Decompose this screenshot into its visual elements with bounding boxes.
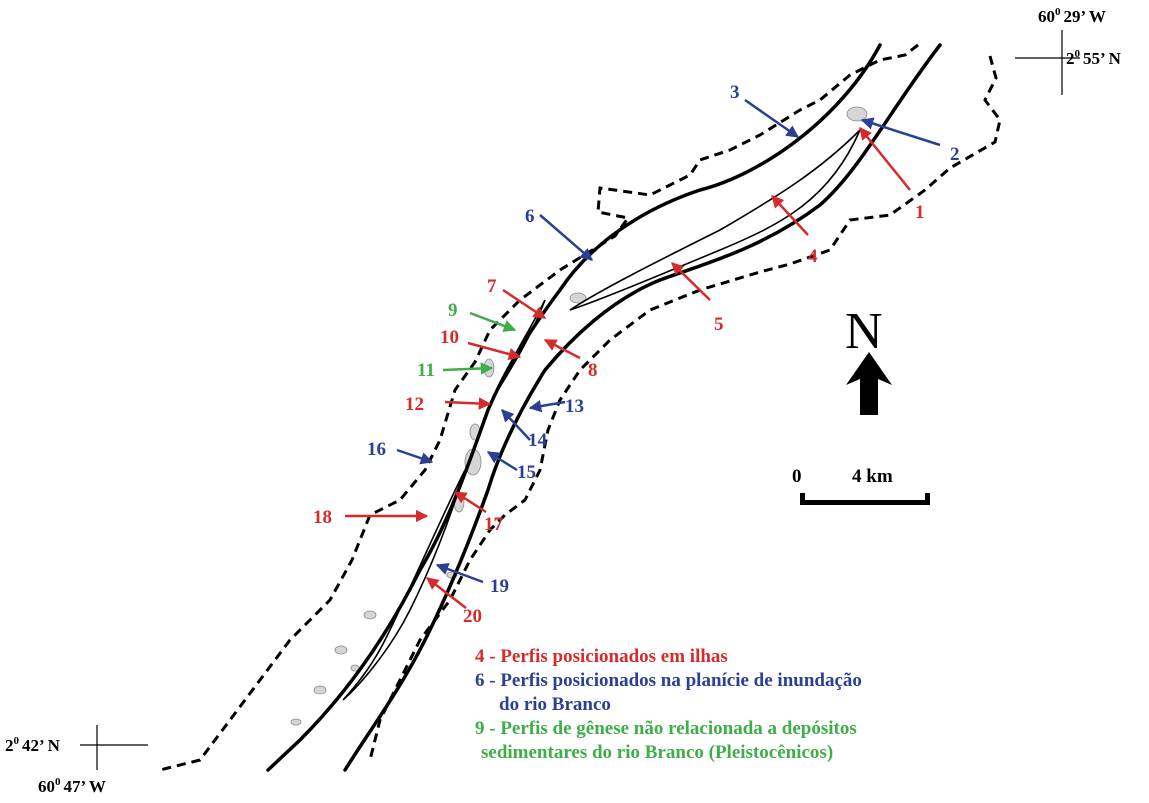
profile-label-6: 6 <box>525 206 535 227</box>
profile-arrow-4 <box>771 195 809 236</box>
legend-island-profiles: 4 - Perfis posicionados em ilhas <box>475 646 728 667</box>
profile-label-16: 16 <box>367 439 386 460</box>
floodplain-boundary-southeast <box>159 43 919 772</box>
coordinate-crosshair-sw <box>80 725 148 770</box>
sand-bar <box>290 718 302 726</box>
scale-start-label: 0 <box>792 466 802 487</box>
profile-label-10: 10 <box>440 327 459 348</box>
profile-label-17: 17 <box>484 514 504 535</box>
profile-arrow-13 <box>528 399 566 413</box>
legend-pleistocene-profiles: 9 - Perfis de gênese não relacionada a d… <box>475 718 857 739</box>
north-arrow-icon <box>846 352 892 415</box>
floodplain-boundary <box>159 43 1002 772</box>
profile-arrow-19 <box>435 563 484 584</box>
profile-arrow-10 <box>467 341 522 361</box>
profile-arrow-16 <box>396 448 434 465</box>
profile-arrow-17 <box>453 490 487 514</box>
profile-label-14: 14 <box>528 430 548 451</box>
profile-arrow-14 <box>501 409 531 441</box>
profile-label-13: 13 <box>565 396 584 417</box>
profile-label-5: 5 <box>714 314 724 335</box>
profile-arrow-12 <box>444 397 492 410</box>
sand-bar <box>569 292 587 304</box>
legend-floodplain-profiles-cont: do rio Branco <box>499 694 611 715</box>
scale-bar: 0 4 km <box>792 466 930 505</box>
profile-arrow-3 <box>744 98 800 139</box>
profile-arrow-7 <box>502 288 547 320</box>
profile-label-9: 9 <box>448 300 458 321</box>
floodplain-boundary-northwest <box>368 55 1002 761</box>
legend-floodplain-profiles: 6 - Perfis posicionados na planície de i… <box>475 670 862 691</box>
profile-label-7: 7 <box>487 276 497 297</box>
profile-arrow-11 <box>442 362 494 375</box>
profile-label-3: 3 <box>730 82 740 103</box>
profile-label-18: 18 <box>313 507 332 528</box>
profile-label-19: 19 <box>490 576 509 597</box>
coordinate-sw-longitude: 600 47’ W <box>38 776 106 796</box>
profile-arrow-20 <box>426 577 467 609</box>
profile-arrow-8 <box>543 338 581 360</box>
island-outline-mid <box>494 299 546 396</box>
scale-end-label: 4 km <box>852 466 893 487</box>
coordinate-ne-latitude: 20 55’ N <box>1066 48 1122 68</box>
sand-bar <box>334 645 348 655</box>
profile-arrow-2 <box>860 117 941 147</box>
legend-pleistocene-profiles-cont: sedimentares do rio Branco (Pleistocênic… <box>481 742 834 763</box>
profile-arrow-15 <box>486 450 518 472</box>
coordinate-sw-latitude: 20 42’ N <box>5 735 61 755</box>
island-outline-south <box>342 469 466 701</box>
profile-label-12: 12 <box>405 394 424 415</box>
island-outline-main <box>569 129 861 311</box>
sand-bar <box>313 685 327 695</box>
profile-arrow-5 <box>671 262 711 301</box>
profile-label-20: 20 <box>463 606 482 627</box>
coordinate-crosshair-ne <box>1015 30 1080 95</box>
riverbank-south <box>343 43 942 772</box>
profile-arrow-1 <box>859 127 911 191</box>
north-arrow: N <box>845 303 892 415</box>
profile-label-11: 11 <box>417 360 435 381</box>
profile-label-4: 4 <box>808 246 818 267</box>
north-letter: N <box>845 303 883 360</box>
sand-bar <box>363 610 377 620</box>
profile-label-1: 1 <box>915 202 925 223</box>
sand-bar <box>846 106 868 122</box>
profile-arrow-6 <box>539 214 593 261</box>
coordinate-ne-longitude: 600 29’ W <box>1038 6 1106 26</box>
profile-label-8: 8 <box>588 360 598 381</box>
profile-label-15: 15 <box>517 462 536 483</box>
profile-arrow-9 <box>469 311 517 332</box>
legend: 4 - Perfis posicionados em ilhas 6 - Per… <box>475 645 862 765</box>
profile-label-2: 2 <box>950 144 960 165</box>
